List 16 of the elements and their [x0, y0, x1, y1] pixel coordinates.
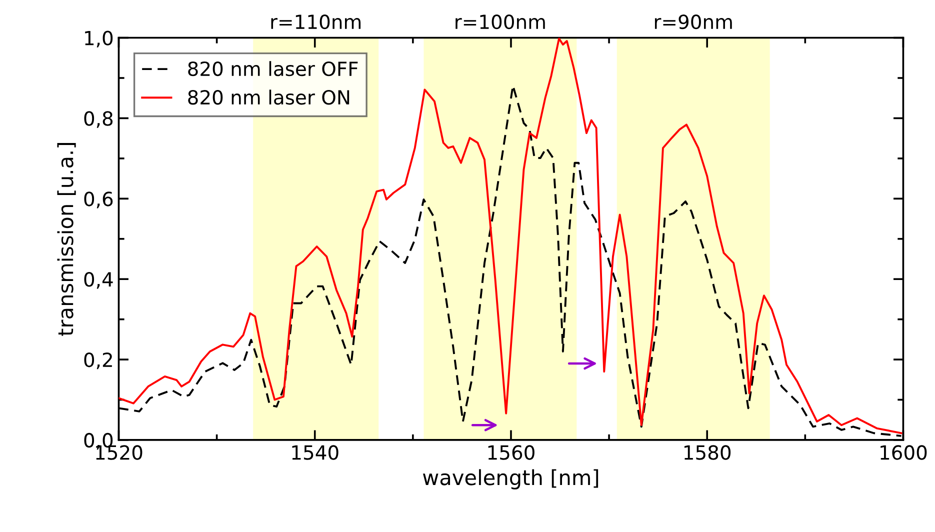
y-tick-label: 0,6 — [84, 192, 113, 208]
y-tick-label: 0,8 — [84, 111, 113, 128]
x-tick-label: 1580 — [684, 445, 731, 460]
x-tick-label: 1600 — [880, 445, 927, 460]
y-tick-label: 0,2 — [84, 352, 112, 370]
x-tick-label: 1540 — [292, 445, 338, 460]
x-tick-label: 1560 — [488, 445, 534, 460]
band-label: r=110nm — [271, 14, 361, 30]
legend-label: 820 nm laser OFF — [188, 61, 358, 76]
legend-label: 820 nm laser ON — [188, 90, 350, 105]
band-label: r=100nm — [456, 14, 545, 30]
y-tick-label: 0,4 — [84, 272, 113, 289]
y-tick-label: 1,0 — [85, 30, 113, 48]
x-axis-title: wavelength [nm] — [422, 469, 598, 490]
y-axis-title: transmission [u.a.] — [57, 143, 76, 336]
band-label: r=90nm — [654, 14, 732, 30]
